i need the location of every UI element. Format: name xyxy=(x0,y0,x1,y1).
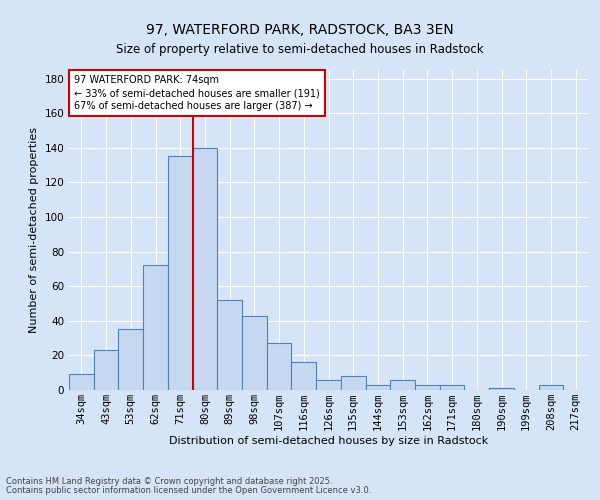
Bar xyxy=(242,316,267,390)
Bar xyxy=(415,385,440,390)
Y-axis label: Number of semi-detached properties: Number of semi-detached properties xyxy=(29,127,39,333)
Text: Size of property relative to semi-detached houses in Radstock: Size of property relative to semi-detach… xyxy=(116,42,484,56)
Text: 97 WATERFORD PARK: 74sqm
← 33% of semi-detached houses are smaller (191)
67% of : 97 WATERFORD PARK: 74sqm ← 33% of semi-d… xyxy=(74,75,320,111)
Bar xyxy=(489,388,514,390)
Bar xyxy=(267,344,292,390)
Bar xyxy=(341,376,365,390)
Bar xyxy=(118,330,143,390)
Bar xyxy=(94,350,118,390)
Bar xyxy=(390,380,415,390)
Text: 97, WATERFORD PARK, RADSTOCK, BA3 3EN: 97, WATERFORD PARK, RADSTOCK, BA3 3EN xyxy=(146,22,454,36)
Bar xyxy=(69,374,94,390)
Bar xyxy=(365,385,390,390)
Bar xyxy=(168,156,193,390)
Text: Contains HM Land Registry data © Crown copyright and database right 2025.: Contains HM Land Registry data © Crown c… xyxy=(6,477,332,486)
Bar xyxy=(539,385,563,390)
Bar xyxy=(217,300,242,390)
X-axis label: Distribution of semi-detached houses by size in Radstock: Distribution of semi-detached houses by … xyxy=(169,436,488,446)
Bar xyxy=(143,266,168,390)
Text: Contains public sector information licensed under the Open Government Licence v3: Contains public sector information licen… xyxy=(6,486,371,495)
Bar xyxy=(193,148,217,390)
Bar xyxy=(316,380,341,390)
Bar xyxy=(292,362,316,390)
Bar xyxy=(440,385,464,390)
